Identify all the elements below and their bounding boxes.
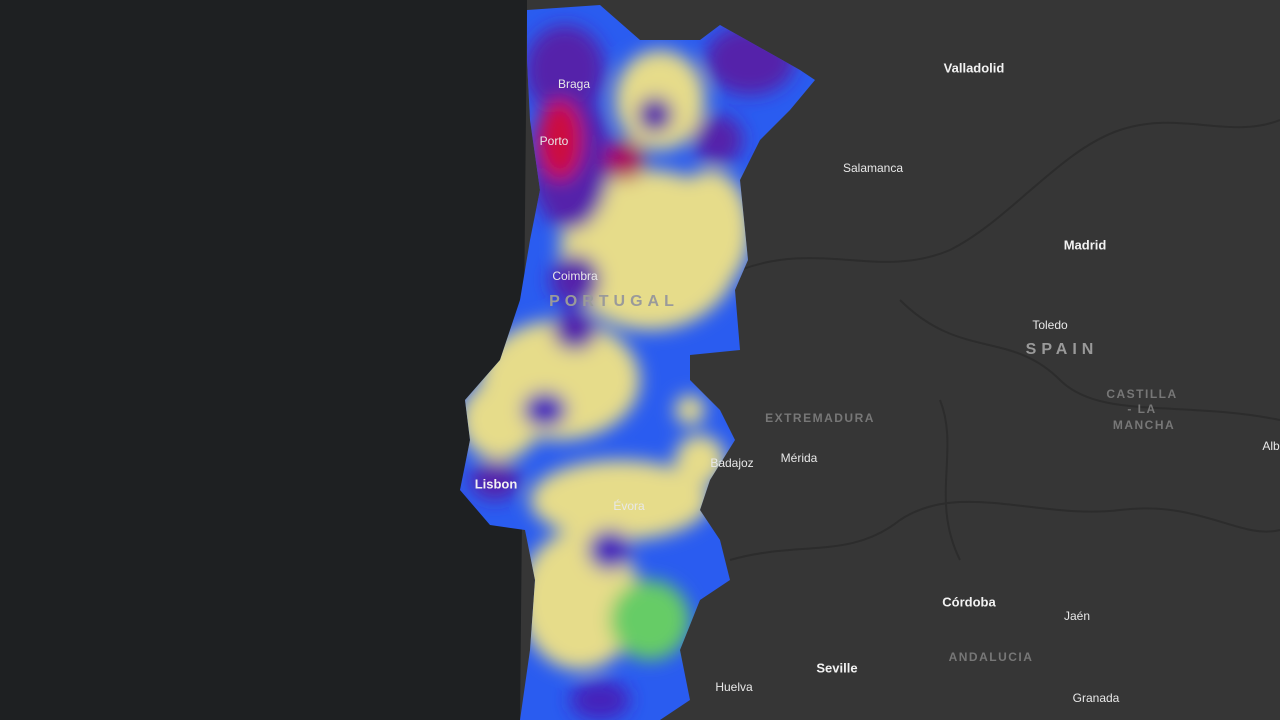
city-label: Valladolid — [944, 60, 1005, 75]
city-label: Alb — [1262, 439, 1280, 453]
city-label: Madrid — [1064, 237, 1107, 252]
city-label: Badajoz — [710, 456, 753, 470]
region-label: CASTILLA — [1106, 387, 1177, 401]
city-label: Coimbra — [552, 269, 598, 283]
city-label: Jaén — [1064, 609, 1090, 623]
city-label: Évora — [613, 498, 645, 513]
city-label: Córdoba — [942, 594, 996, 609]
city-label: Porto — [540, 134, 569, 148]
city-label: Seville — [816, 660, 857, 675]
labels: Valladolid Braga Porto Salamanca Madrid Coimb… — [475, 60, 1280, 705]
region-label: ANDALUCIA — [949, 650, 1034, 664]
country-label: PORTUGAL — [549, 293, 679, 310]
city-label: Salamanca — [843, 161, 903, 175]
city-label: Braga — [558, 77, 590, 91]
borders — [729, 119, 1280, 561]
region-label: MANCHA — [1113, 418, 1175, 432]
city-label: Toledo — [1032, 318, 1068, 332]
region-label: EXTREMADURA — [765, 411, 875, 425]
region-label: - LA — [1127, 402, 1156, 416]
city-label: Granada — [1073, 691, 1120, 705]
country-label: SPAIN — [1026, 341, 1099, 358]
city-label: Huelva — [715, 680, 753, 694]
city-label: Lisbon — [475, 476, 518, 491]
city-label: Mérida — [781, 451, 818, 465]
